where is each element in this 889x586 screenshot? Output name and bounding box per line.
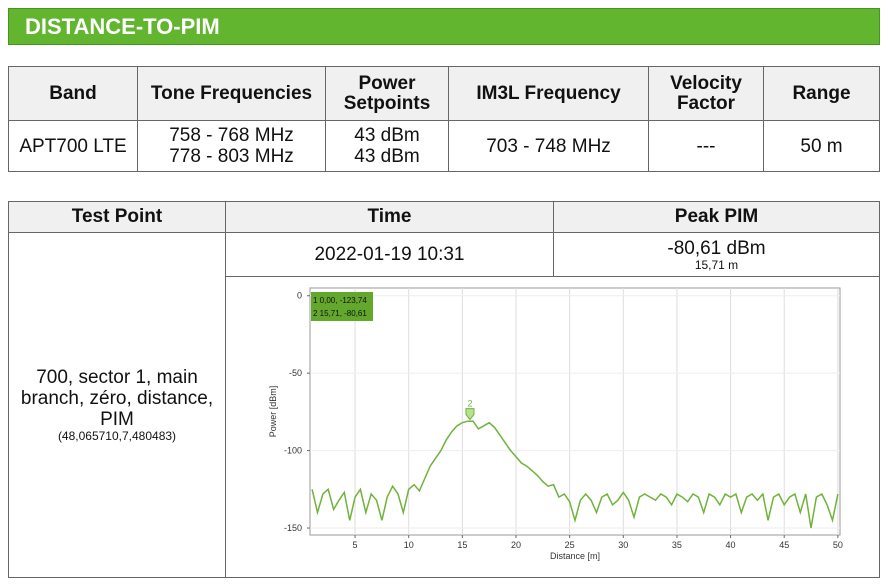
y-tick-label: -50 <box>289 368 302 378</box>
cell: 43 dBm 43 dBm <box>325 120 449 172</box>
y-axis-label: Power [dBm] <box>268 386 278 438</box>
x-tick-label: 30 <box>618 540 628 550</box>
cell: 50 m <box>763 120 880 172</box>
x-axis-label: Distance [m] <box>550 551 600 561</box>
x-tick-label: 20 <box>511 540 521 550</box>
x-tick-label: 45 <box>779 540 789 550</box>
x-tick-label: 40 <box>726 540 736 550</box>
peak-marker <box>465 408 475 421</box>
cell: 700, sector 1, main branch, zéro, distan… <box>8 232 226 578</box>
header-cell: IM3L Frequency <box>448 66 649 121</box>
marker-row: 1 0,00, -123,74 <box>313 296 367 305</box>
y-tick-label: -150 <box>284 523 302 533</box>
cell-text: 43 dBm <box>354 125 420 146</box>
header-cell: Power Setpoints <box>325 66 449 121</box>
cell: 758 - 768 MHz 778 - 803 MHz <box>137 120 326 172</box>
x-tick-label: 35 <box>672 540 682 550</box>
x-tick-label: 15 <box>457 540 467 550</box>
cell: 2022-01-19 10:31 <box>225 232 554 277</box>
y-tick-label: 0 <box>297 291 302 301</box>
cell: -80,61 dBm 15,71 m <box>553 232 880 277</box>
header-text: Tone Frequencies <box>150 82 313 104</box>
header-cell: Test Point <box>8 201 226 233</box>
cell-text: 43 dBm <box>354 146 420 167</box>
marker-label: 2 <box>467 399 472 409</box>
header-text: Range <box>792 82 851 104</box>
cell-text: 700, sector 1, main branch, zéro, distan… <box>20 367 214 430</box>
chart-cell <box>225 276 880 578</box>
x-tick-label: 10 <box>404 540 414 550</box>
chart: 5 10 15 20 25 30 35 40 45 50 0 -50 -100 -150 Distance … <box>268 287 843 561</box>
header-title: DISTANCE-TO-PIM <box>8 8 880 45</box>
cell-text: 2022-01-19 10:31 <box>314 244 465 265</box>
cell-text: 15,71 m <box>694 258 739 272</box>
header-text: Peak PIM <box>674 206 759 227</box>
header-text: IM3L Frequency <box>476 82 621 104</box>
x-tick-label: 25 <box>565 540 575 550</box>
cell-text: --- <box>696 135 716 157</box>
cell-text: 758 - 768 MHz <box>169 125 294 146</box>
cell-text: 703 - 748 MHz <box>486 135 611 157</box>
x-tick-label: 50 <box>833 540 843 550</box>
header-text: Time <box>367 206 412 227</box>
header-cell: Range <box>763 66 880 121</box>
header-text: Band <box>49 82 97 104</box>
cell-text: 778 - 803 MHz <box>169 146 294 167</box>
plot-area <box>309 287 841 536</box>
marker-table <box>311 292 373 321</box>
cell-text: -80,61 dBm <box>667 238 766 259</box>
header-cell: Band <box>8 66 138 121</box>
header-text: Velocity Factor <box>670 72 742 114</box>
cell: 703 - 748 MHz <box>448 120 649 172</box>
header-cell: Peak PIM <box>553 201 880 233</box>
cell: --- <box>648 120 764 172</box>
coordinates: (48,065710,7,480483) <box>57 429 177 443</box>
header-cell: Tone Frequencies <box>137 66 326 121</box>
header-cell: Velocity Factor <box>648 66 764 121</box>
marker-row: 2 15,71, -80,61 <box>313 309 367 318</box>
line-series <box>311 420 839 529</box>
cell-text: 50 m <box>800 135 843 157</box>
header-cell: Time <box>225 201 554 233</box>
y-tick-label: -100 <box>284 446 302 456</box>
header-text: Test Point <box>71 206 163 227</box>
x-tick-label: 5 <box>353 540 358 550</box>
cell-text: APT700 LTE <box>19 135 127 157</box>
header-text: Power Setpoints <box>343 72 431 114</box>
cell: APT700 LTE <box>8 120 138 172</box>
